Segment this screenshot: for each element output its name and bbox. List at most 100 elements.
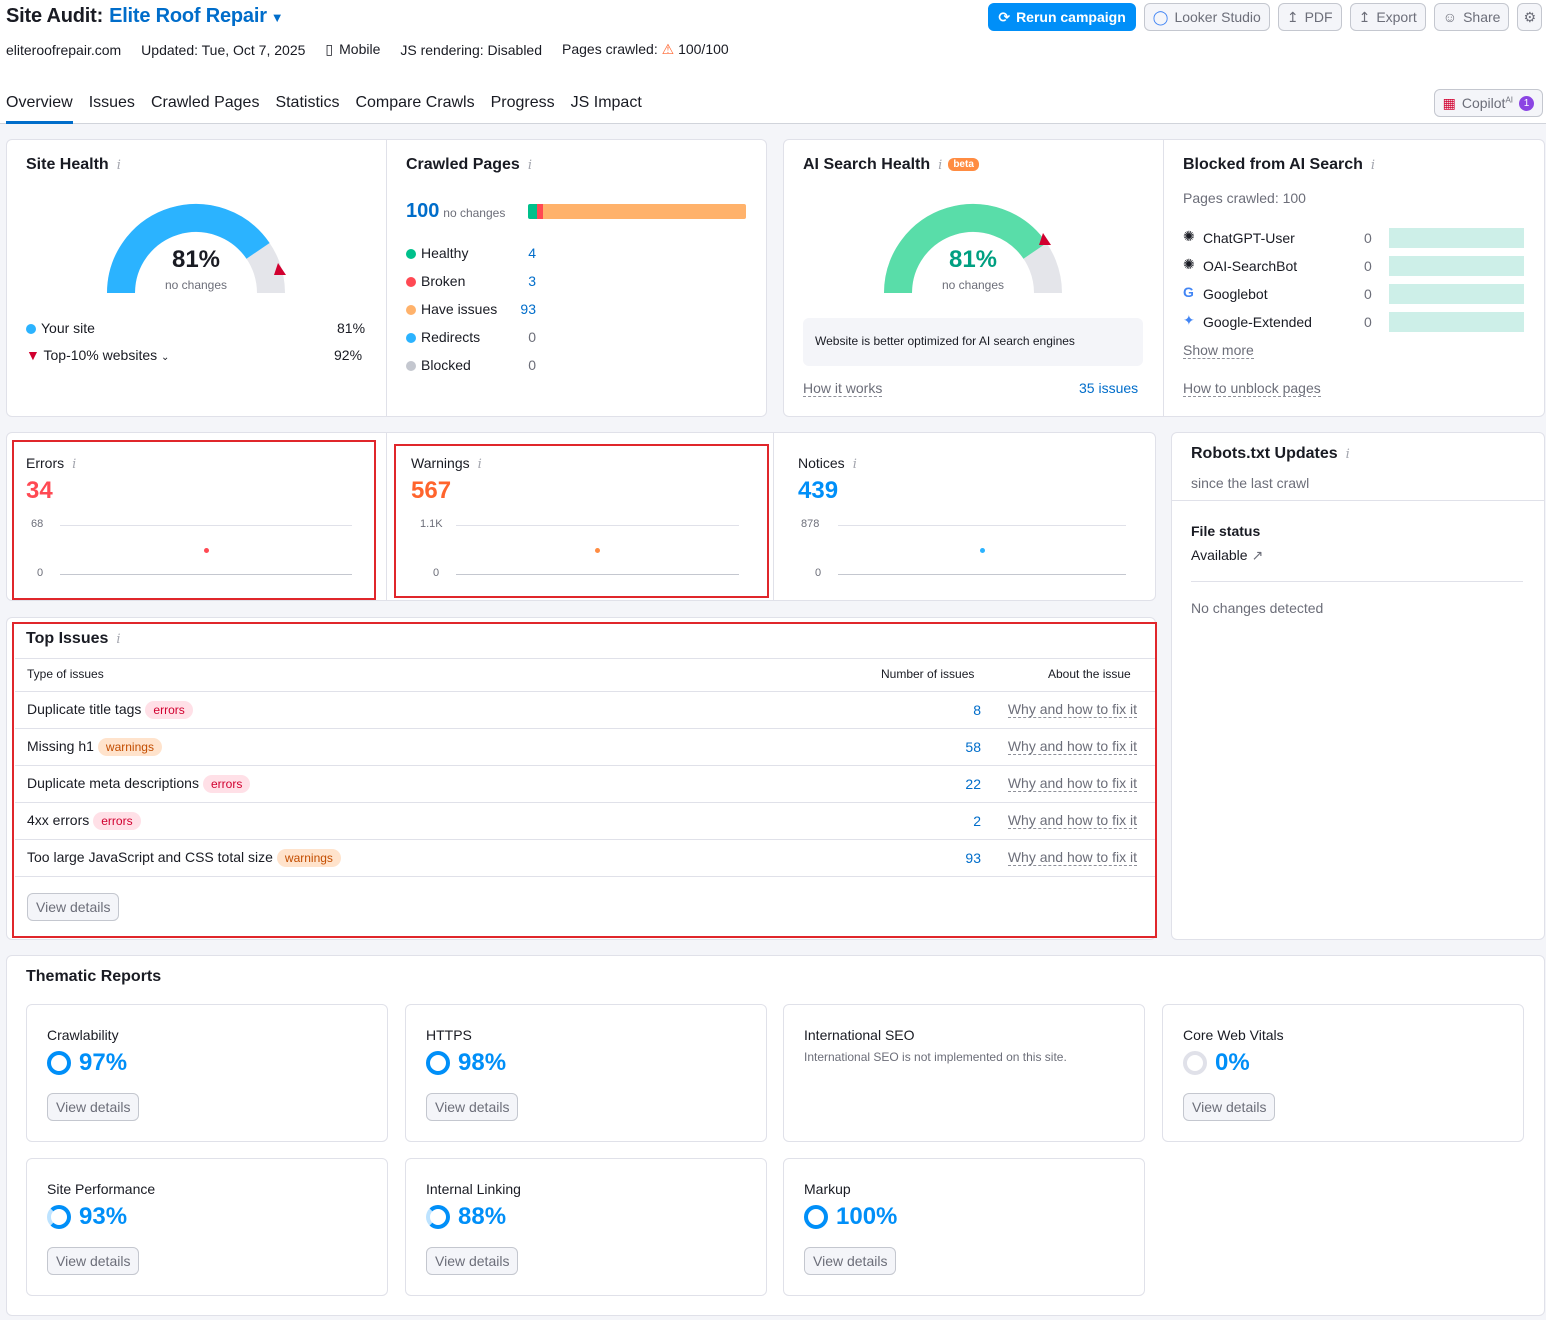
- share-button[interactable]: ☺ Share: [1433, 3, 1510, 31]
- report-value: 97%: [79, 1049, 128, 1076]
- errors-axis-min: 0: [37, 567, 44, 579]
- why-fix-link[interactable]: Why and how to fix it: [1007, 775, 1137, 792]
- issue-count[interactable]: 58: [965, 739, 981, 755]
- issue-tag-badge: warnings: [97, 738, 162, 756]
- report-score[interactable]: 0%: [1183, 1049, 1250, 1077]
- copilot-sup: AI: [1505, 95, 1513, 105]
- why-fix-link[interactable]: Why and how to fix it: [1007, 738, 1137, 755]
- issue-count[interactable]: 2: [973, 813, 981, 829]
- info-icon[interactable]: i: [938, 158, 943, 173]
- view-details-button[interactable]: View details: [47, 1247, 140, 1275]
- tab-overview[interactable]: Overview: [6, 86, 73, 124]
- issue-name[interactable]: 4xx errors errors: [27, 812, 141, 830]
- blocked-pages-crawled: Pages crawled: 100: [1183, 190, 1306, 206]
- ai-issues-link[interactable]: 35 issues: [1079, 380, 1139, 396]
- export-label: Export: [1376, 9, 1417, 25]
- pdf-button[interactable]: ↥ PDF: [1277, 3, 1342, 31]
- rerun-campaign-button[interactable]: ⟳ Rerun campaign: [988, 3, 1136, 31]
- notices-value[interactable]: 439: [798, 477, 839, 504]
- crawled-legend-item[interactable]: Blocked 0: [406, 357, 546, 373]
- divider: [386, 433, 387, 600]
- looker-studio-button[interactable]: ◯ Looker Studio: [1143, 3, 1270, 31]
- why-fix-label: Why and how to fix it: [1007, 738, 1137, 755]
- view-details-button[interactable]: View details: [426, 1247, 519, 1275]
- tab-progress[interactable]: Progress: [490, 94, 555, 111]
- crawled-total[interactable]: 100 no changes: [406, 200, 505, 223]
- issue-name[interactable]: Too large JavaScript and CSS total size w…: [27, 849, 341, 867]
- tab-compare-crawls[interactable]: Compare Crawls: [355, 94, 475, 111]
- report-label: Crawlability: [47, 1027, 119, 1043]
- report-score[interactable]: 100%: [804, 1203, 897, 1231]
- crawled-legend-item[interactable]: Broken 3: [406, 273, 546, 289]
- tab-statistics[interactable]: Statistics: [275, 94, 340, 111]
- robots-available-link[interactable]: Available ↗: [1191, 547, 1263, 564]
- info-icon[interactable]: i: [72, 457, 77, 472]
- issue-count[interactable]: 93: [965, 850, 981, 866]
- mobile-icon: ▯: [325, 41, 334, 57]
- warnings-value[interactable]: 567: [411, 477, 452, 504]
- bar-segment-broken: [536, 204, 544, 219]
- unblock-link[interactable]: How to unblock pages: [1183, 380, 1321, 397]
- bar-segment-issues: [543, 204, 746, 219]
- errors-value[interactable]: 34: [26, 477, 53, 504]
- tab-js-impact[interactable]: JS Impact: [570, 94, 642, 111]
- crawled-legend-item[interactable]: Healthy 4: [406, 245, 546, 261]
- view-details-button[interactable]: View details: [47, 1093, 140, 1121]
- top10-label: Top-10% websites: [43, 347, 158, 363]
- info-icon[interactable]: i: [527, 158, 532, 173]
- why-fix-link[interactable]: Why and how to fix it: [1007, 701, 1137, 718]
- issue-label: Duplicate title tags: [27, 701, 142, 717]
- beta-badge: beta: [948, 158, 979, 171]
- issue-name[interactable]: Missing h1 warnings: [27, 738, 162, 756]
- why-fix-label: Why and how to fix it: [1007, 701, 1137, 718]
- settings-button[interactable]: ⚙: [1517, 3, 1542, 31]
- top-issues-card: Top Issues i Type of issues Number of iss…: [6, 617, 1156, 940]
- report-label: HTTPS: [426, 1027, 472, 1043]
- info-icon[interactable]: i: [1345, 447, 1350, 462]
- bot-value: 0: [1364, 230, 1372, 246]
- tab-issues[interactable]: Issues: [88, 94, 135, 111]
- report-score[interactable]: 97%: [47, 1049, 127, 1077]
- crawled-legend-item[interactable]: Have issues 93: [406, 301, 546, 317]
- report-label: Internal Linking: [426, 1181, 521, 1197]
- share-label: Share: [1463, 9, 1501, 25]
- export-icon: ↥: [1358, 8, 1371, 25]
- notices-axis-max: 878: [801, 518, 820, 530]
- upload-icon: ↥: [1286, 8, 1299, 25]
- issue-tag-badge: warnings: [276, 849, 341, 867]
- how-it-works-link[interactable]: How it works: [803, 380, 883, 397]
- copilot-button[interactable]: ▦ CopilotAI 1: [1433, 89, 1543, 117]
- report-score[interactable]: 88%: [426, 1203, 506, 1231]
- tab-crawled-pages[interactable]: Crawled Pages: [150, 94, 260, 111]
- view-details-button[interactable]: View details: [1183, 1093, 1276, 1121]
- top-issues-view-details-button[interactable]: View details: [27, 893, 120, 921]
- bot-value: 0: [1364, 258, 1372, 274]
- project-selector[interactable]: Elite Roof Repair ▼: [109, 5, 284, 27]
- crawled-legend-item[interactable]: Redirects 0: [406, 329, 546, 345]
- export-button[interactable]: ↥ Export: [1349, 3, 1426, 31]
- info-icon[interactable]: i: [852, 457, 857, 472]
- bot-icon: ✦: [1183, 312, 1195, 328]
- why-fix-link[interactable]: Why and how to fix it: [1007, 849, 1137, 866]
- issue-count[interactable]: 8: [973, 702, 981, 718]
- info-icon[interactable]: i: [1370, 158, 1376, 173]
- issue-count[interactable]: 22: [965, 776, 981, 792]
- issue-name[interactable]: Duplicate title tags errors: [27, 701, 193, 719]
- issue-name[interactable]: Duplicate meta descriptions errors: [27, 775, 251, 793]
- report-score[interactable]: 93%: [47, 1203, 127, 1231]
- view-details-button[interactable]: View details: [426, 1093, 519, 1121]
- why-fix-link[interactable]: Why and how to fix it: [1007, 812, 1137, 829]
- top10-legend[interactable]: ▼ Top-10% websites ⌄: [26, 347, 169, 363]
- info-icon[interactable]: i: [477, 457, 482, 472]
- errors-point: [204, 548, 209, 553]
- site-health-value: 81%: [171, 246, 221, 273]
- view-details-button[interactable]: View details: [804, 1247, 897, 1275]
- page-title: Site Audit: Elite Roof Repair ▼: [6, 5, 284, 28]
- info-icon[interactable]: i: [116, 632, 121, 647]
- domain: eliteroofrepair.com: [6, 41, 122, 58]
- site-health-gauge: [107, 204, 286, 294]
- report-label: International SEO: [804, 1027, 915, 1043]
- report-score[interactable]: 98%: [426, 1049, 506, 1077]
- show-more-link[interactable]: Show more: [1183, 342, 1254, 359]
- info-icon[interactable]: i: [116, 158, 121, 173]
